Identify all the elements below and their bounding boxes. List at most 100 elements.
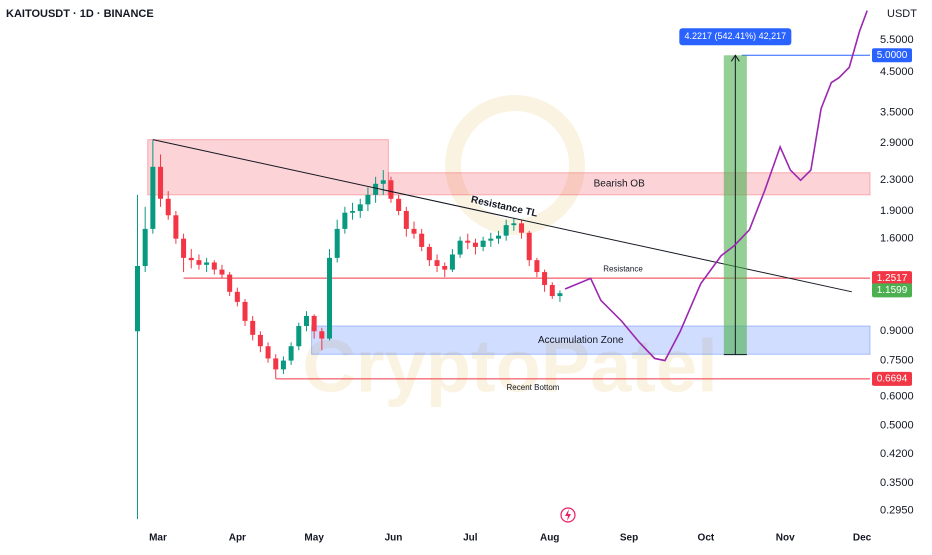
x-tick-label: May	[304, 533, 324, 544]
x-tick-label: Nov	[776, 533, 795, 544]
candle-body	[526, 232, 532, 261]
candle-body	[403, 211, 409, 229]
candle-body	[457, 240, 463, 255]
price-marker-label: 1.2517	[877, 273, 908, 284]
measure-label: 4.2217 (542.41%) 42,217	[685, 31, 787, 41]
y-axis-label: USDT	[887, 8, 917, 20]
candle-body	[303, 315, 309, 326]
y-tick-label: 0.6000	[880, 390, 914, 402]
candle-body	[511, 223, 517, 226]
candle-body	[242, 301, 248, 321]
measure-label-box	[679, 28, 792, 46]
level-label: Resistance	[603, 264, 643, 273]
candle-body	[134, 265, 140, 332]
candle-body	[388, 180, 394, 199]
projection-line	[564, 10, 868, 362]
candle-body	[442, 265, 448, 270]
candle-body	[204, 262, 210, 265]
y-tick-label: 0.5000	[880, 420, 914, 432]
candle-body	[465, 240, 471, 243]
candle-body	[334, 228, 340, 258]
y-tick-label: 2.3000	[880, 174, 914, 186]
candle-body	[472, 242, 478, 247]
candle-body	[557, 293, 563, 297]
x-tick-label: Jun	[385, 533, 403, 544]
candle-body	[273, 358, 279, 370]
price-marker-label: 5.0000	[877, 50, 908, 61]
price-marker-box	[872, 271, 912, 286]
candle-body	[495, 235, 501, 239]
x-tick-label: Dec	[853, 533, 872, 544]
candle-body	[503, 225, 509, 236]
watermark: CryptoPatel	[302, 325, 717, 408]
candle-body	[165, 198, 171, 216]
candle-body	[296, 325, 302, 347]
x-tick-label: Sep	[620, 533, 638, 544]
candle-body	[142, 228, 148, 266]
y-tick-label: 0.9000	[880, 325, 914, 337]
price-marker-label: 0.6694	[877, 374, 908, 385]
candle-body	[173, 215, 179, 239]
candle-body	[396, 198, 402, 212]
x-tick-label: Oct	[698, 533, 715, 544]
candle-body	[257, 334, 263, 347]
zone	[311, 325, 871, 355]
zone	[387, 172, 871, 196]
event-icon[interactable]	[560, 507, 576, 523]
candle-body	[488, 238, 494, 241]
x-tick-label: Mar	[149, 533, 167, 544]
candle-body	[350, 211, 356, 213]
chart-title: KAITOUSDT · 1D · BINANCE	[6, 8, 154, 20]
price-marker-box	[872, 371, 912, 386]
y-tick-label: 3.5000	[880, 107, 914, 119]
x-tick-label: Aug	[540, 533, 559, 544]
candle-body	[327, 257, 333, 339]
candle-body	[426, 246, 432, 261]
candle-body	[196, 260, 202, 265]
candle-body	[181, 238, 187, 258]
candle-body	[219, 269, 225, 275]
price-marker-label: 1.1599	[877, 285, 908, 296]
candle-body	[365, 194, 371, 205]
candle-body	[250, 320, 256, 335]
measure-arrowhead	[730, 54, 740, 62]
candle-body	[380, 180, 386, 184]
candle-body	[227, 274, 233, 292]
candle-body	[211, 262, 217, 270]
candle-body	[311, 315, 317, 332]
candle-body	[188, 257, 194, 261]
y-tick-label: 0.3500	[880, 477, 914, 489]
zone-label: Bearish OB	[594, 178, 645, 189]
y-tick-label: 4.5000	[880, 66, 914, 78]
price-marker-box	[872, 48, 912, 63]
candle-body	[449, 254, 455, 270]
watermark-logo	[445, 95, 585, 235]
candle-body	[373, 183, 379, 195]
candle-body	[234, 291, 240, 302]
candle-body	[280, 360, 286, 370]
y-tick-label: 2.9000	[880, 137, 914, 149]
candle-body	[288, 346, 294, 361]
candle-body	[342, 212, 348, 229]
event-icon-bolt	[565, 509, 571, 521]
x-tick-label: Jul	[463, 533, 478, 544]
candle-body	[150, 166, 156, 229]
candle-body	[434, 260, 440, 266]
candle-body	[519, 223, 525, 233]
candle-body	[357, 204, 363, 212]
y-tick-label: 0.7500	[880, 354, 914, 366]
y-tick-label: 0.4200	[880, 448, 914, 460]
x-tick-label: Apr	[229, 533, 246, 544]
candle-body	[319, 331, 325, 339]
y-tick-label: 1.9000	[880, 205, 914, 217]
y-tick-label: 5.5000	[880, 34, 914, 46]
candle-body	[542, 272, 548, 285]
candle-body	[419, 233, 425, 247]
candle-body	[265, 346, 271, 359]
candle-body	[549, 284, 555, 297]
level-label: Recent Bottom	[507, 383, 560, 392]
candle-body	[411, 228, 417, 234]
y-tick-label: 1.6000	[880, 233, 914, 245]
candle-body	[158, 166, 164, 199]
